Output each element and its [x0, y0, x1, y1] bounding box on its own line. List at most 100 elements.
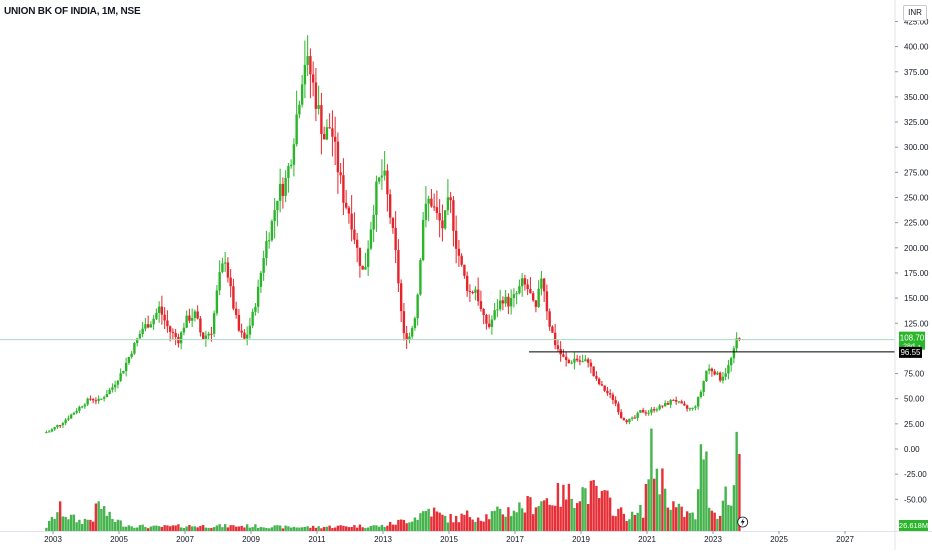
candle-body [204, 335, 208, 339]
volume-bar [212, 527, 216, 531]
candle-body [144, 324, 147, 329]
candle-body [353, 229, 356, 240]
volume-bar [666, 507, 670, 531]
volume-bar [460, 513, 463, 531]
candle-body [333, 136, 337, 142]
volume-bar [364, 527, 367, 531]
volume-bar [655, 468, 659, 531]
candle-body [672, 399, 675, 401]
volume-bar [207, 527, 210, 531]
volume-bar [160, 526, 164, 531]
volume-bar [325, 526, 329, 531]
volume-bar [298, 527, 301, 531]
candle-body [380, 175, 384, 178]
volume-bar [652, 478, 656, 531]
candle-body [141, 328, 144, 335]
volume-bar [226, 527, 230, 531]
candle-body [397, 250, 400, 284]
candle-body [603, 385, 606, 391]
candle-body [366, 248, 370, 267]
candle-body [575, 358, 579, 361]
candle-body [531, 293, 535, 301]
candle-body [485, 314, 488, 324]
candle-body [625, 420, 628, 423]
price-tick-label: 325.00 [904, 118, 929, 127]
volume-bar [413, 517, 417, 531]
volume-bar [67, 519, 70, 531]
volume-bar [732, 485, 736, 531]
volume-bar [201, 525, 205, 531]
candle-body [655, 409, 659, 411]
candle-body [127, 357, 131, 363]
volume-bar [168, 526, 172, 531]
volume-bar [496, 506, 499, 531]
time-tick-label: 2013 [374, 535, 392, 544]
volume-bar [694, 519, 697, 531]
candle-body [64, 419, 67, 424]
volume-bar [232, 525, 235, 531]
volume-bar [339, 525, 342, 531]
volume-bar [729, 505, 733, 531]
volume-bar [179, 527, 183, 531]
last-price-label: 108.70 [900, 334, 925, 343]
volume-bar [636, 512, 639, 531]
candle-body [75, 410, 78, 413]
volume-bar [507, 507, 510, 531]
candle-body [677, 401, 681, 403]
candle-body [251, 311, 254, 326]
candle-body [509, 297, 513, 307]
candle-body [193, 311, 197, 318]
candle-body [61, 423, 65, 426]
volume-bar [696, 489, 700, 531]
volume-bar [221, 527, 224, 531]
volume-bar [548, 504, 551, 531]
candle-body [570, 362, 573, 364]
volume-bar [100, 508, 103, 531]
candle-body [435, 207, 439, 214]
volume-bar [289, 527, 293, 531]
candle-body [91, 399, 95, 401]
candle-body [350, 213, 353, 230]
volume-bar [523, 512, 527, 531]
candle-body [342, 175, 345, 203]
candle-body [551, 326, 554, 333]
time-tick-label: 2019 [572, 535, 590, 544]
volume-bar [256, 527, 260, 531]
volume-bar [78, 519, 81, 531]
volume-bar [628, 519, 631, 531]
candle-body [512, 294, 516, 298]
candle-body [449, 197, 452, 201]
candle-body [399, 283, 403, 312]
volume-bar [397, 519, 400, 531]
candle-body [471, 292, 474, 294]
candle-body [647, 412, 650, 414]
time-tick-label: 2023 [704, 535, 722, 544]
candle-body [210, 333, 213, 335]
candle-body [185, 315, 188, 328]
candle-body [377, 177, 381, 182]
volume-bar [328, 525, 331, 531]
candle-body [666, 403, 670, 405]
candle-body [595, 375, 598, 379]
candle-body [196, 311, 199, 319]
candle-body [182, 327, 186, 333]
candle-body [199, 318, 202, 333]
candle-body [361, 265, 364, 270]
candle-body [188, 315, 191, 321]
price-tick-label: 250.00 [904, 194, 929, 203]
candle-body [47, 431, 51, 433]
volume-bar [380, 524, 384, 531]
volume-bar [336, 525, 340, 531]
volume-bar [127, 525, 131, 531]
candle-body [688, 408, 692, 410]
volume-bar [124, 526, 128, 531]
volume-bar [372, 525, 375, 531]
currency-button[interactable]: INR [903, 5, 927, 21]
volume-bar [727, 504, 730, 531]
volume-bar [366, 527, 370, 531]
volume-bar [424, 510, 428, 531]
volume-bar [435, 511, 439, 531]
price-tick-label: 50.00 [904, 395, 925, 404]
